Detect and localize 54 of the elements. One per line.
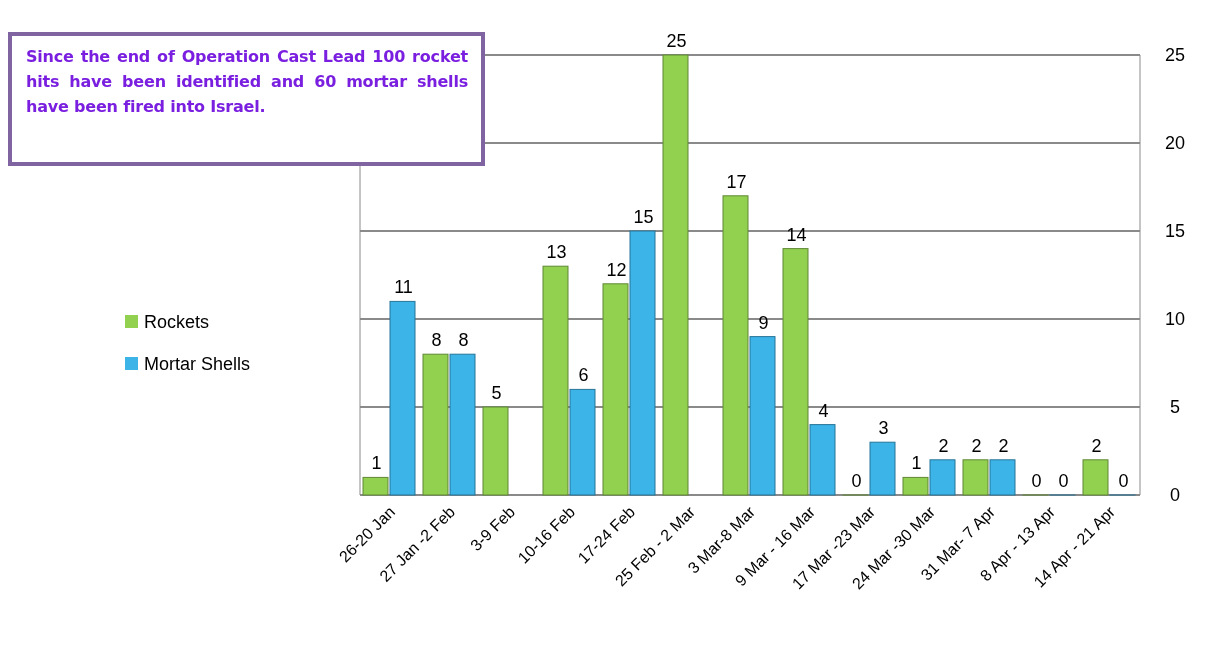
bar [869, 441, 896, 496]
bar [569, 388, 596, 496]
legend-label: Rockets [144, 312, 210, 333]
bar [482, 406, 509, 496]
bar [542, 265, 569, 496]
data-label: 5 [491, 383, 502, 403]
data-label: 25 [666, 31, 687, 51]
data-label: 17 [726, 171, 747, 192]
data-label: 15 [633, 207, 654, 227]
data-label: 9 [758, 312, 769, 333]
annotation: Since the end of Operation Cast Lead 100 rocket hits have been identified and 60 mortar shells have been fired into Israel. [25, 46, 469, 118]
data-label: 2 [1091, 435, 1102, 456]
data-label: 2 [998, 435, 1009, 456]
bar [809, 424, 836, 496]
data-label: 2 [938, 435, 949, 456]
bar [962, 459, 989, 496]
bar [662, 54, 689, 496]
data-label: 14 [786, 224, 807, 245]
y-tick-label: 10 [1164, 309, 1186, 330]
bar [629, 230, 656, 496]
y-tick-label: 25 [1164, 45, 1186, 66]
data-label: 0 [1118, 471, 1129, 491]
bar [389, 300, 416, 496]
x-tick-label: 3-9 Feb [467, 503, 519, 555]
bar [1082, 459, 1109, 496]
y-tick-label: 0 [1169, 485, 1181, 506]
legend-label: Mortar Shells [144, 354, 251, 375]
bar [989, 459, 1016, 496]
bar [722, 195, 749, 496]
bar [782, 248, 809, 496]
data-label: 4 [818, 400, 829, 421]
bar [749, 336, 776, 496]
data-label: 3 [878, 418, 889, 439]
data-label: 1 [371, 453, 382, 474]
data-label: 12 [606, 259, 627, 280]
data-label: 0 [851, 471, 862, 491]
y-tick-label: 15 [1164, 221, 1186, 242]
data-label: 11 [394, 277, 413, 298]
bar [929, 459, 956, 496]
y-tick-label: 20 [1164, 133, 1186, 154]
data-label: 0 [1031, 471, 1042, 491]
data-label: 6 [578, 365, 589, 386]
data-label: 0 [1058, 471, 1069, 491]
data-label: 13 [546, 242, 567, 263]
bar [422, 353, 449, 496]
y-tick-label: 5 [1169, 397, 1181, 418]
bar [449, 353, 476, 496]
data-label: 8 [458, 330, 469, 351]
data-label: 1 [911, 453, 922, 474]
data-label: 8 [431, 330, 442, 351]
bar [902, 476, 929, 496]
bar [362, 476, 389, 496]
bar [602, 283, 629, 496]
data-label: 2 [971, 435, 982, 456]
